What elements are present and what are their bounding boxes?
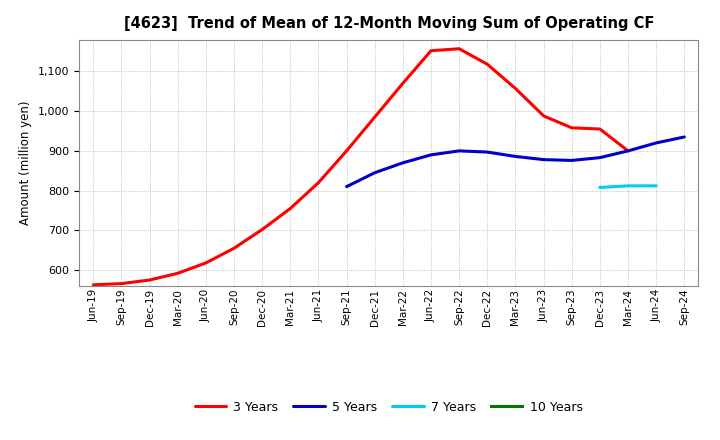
3 Years	[624, 148, 632, 154]
Legend: 3 Years, 5 Years, 7 Years, 10 Years: 3 Years, 5 Years, 7 Years, 10 Years	[189, 396, 588, 419]
5 Years	[595, 155, 604, 160]
3 Years	[89, 282, 98, 287]
3 Years	[511, 86, 520, 91]
5 Years	[511, 154, 520, 159]
3 Years	[174, 271, 182, 276]
3 Years	[145, 277, 154, 282]
5 Years	[539, 157, 548, 162]
3 Years	[399, 81, 408, 86]
Line: 3 Years: 3 Years	[94, 49, 628, 285]
5 Years	[455, 148, 464, 154]
5 Years	[399, 160, 408, 165]
Line: 7 Years: 7 Years	[600, 186, 656, 187]
3 Years	[483, 62, 492, 67]
Title: [4623]  Trend of Mean of 12-Month Moving Sum of Operating CF: [4623] Trend of Mean of 12-Month Moving …	[124, 16, 654, 32]
3 Years	[595, 126, 604, 132]
5 Years	[483, 150, 492, 155]
7 Years	[624, 183, 632, 188]
3 Years	[455, 46, 464, 51]
3 Years	[370, 114, 379, 120]
5 Years	[652, 140, 660, 146]
5 Years	[624, 148, 632, 154]
5 Years	[567, 158, 576, 163]
5 Years	[370, 170, 379, 176]
3 Years	[427, 48, 436, 53]
Line: 5 Years: 5 Years	[346, 137, 684, 187]
7 Years	[595, 185, 604, 190]
3 Years	[539, 113, 548, 118]
3 Years	[286, 206, 294, 211]
Y-axis label: Amount (million yen): Amount (million yen)	[19, 101, 32, 225]
5 Years	[680, 134, 688, 139]
3 Years	[342, 148, 351, 154]
7 Years	[652, 183, 660, 188]
3 Years	[314, 180, 323, 185]
3 Years	[567, 125, 576, 131]
3 Years	[202, 260, 210, 266]
5 Years	[427, 152, 436, 158]
5 Years	[342, 184, 351, 189]
3 Years	[230, 246, 238, 251]
3 Years	[258, 227, 266, 232]
3 Years	[117, 281, 126, 286]
